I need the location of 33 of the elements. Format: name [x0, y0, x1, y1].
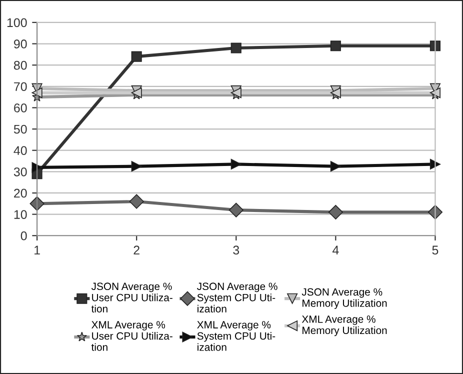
point — [131, 161, 142, 172]
legend-label: XML Average % User CPU Utiliza- tion — [91, 321, 172, 351]
x-tick-label: 1 — [34, 246, 40, 254]
point — [330, 40, 341, 52]
y-tick-label: 90 — [14, 40, 27, 48]
x-tick-label: 5 — [432, 246, 438, 255]
y-tick-label: 80 — [14, 60, 27, 70]
legend-label: JSON Average % User CPU Utiliza- tion — [91, 282, 172, 312]
y-tick-label: 0 — [20, 231, 27, 240]
y-tick-label: 50 — [14, 124, 27, 134]
x-tick-label: 3 — [233, 246, 240, 255]
point — [32, 88, 42, 98]
y-tick-label: 40 — [14, 146, 27, 155]
point — [230, 158, 242, 170]
y-tick-label: 30 — [14, 167, 27, 176]
y-tick-label: 100 — [7, 18, 27, 28]
point — [328, 204, 343, 220]
point — [131, 51, 142, 62]
legend-label: JSON Average % System CPU Uti- ization — [197, 282, 278, 312]
point — [129, 194, 144, 209]
x-tick-label: 4 — [332, 246, 339, 254]
point — [330, 161, 341, 172]
point — [228, 202, 244, 218]
legend-label: XML Average % Memory Utilization — [302, 316, 387, 336]
point — [230, 42, 242, 54]
y-tick-label: 20 — [14, 188, 27, 198]
legend-label: JSON Average % Memory Utilization — [302, 288, 387, 309]
y-tick-label: 70 — [14, 82, 27, 92]
y-tick-label: 10 — [14, 210, 27, 219]
legend-label: XML Average % System CPU Uti- ization — [197, 321, 276, 351]
y-tick-label: 60 — [14, 104, 27, 112]
point — [32, 162, 42, 173]
x-tick-label: 2 — [134, 246, 140, 254]
